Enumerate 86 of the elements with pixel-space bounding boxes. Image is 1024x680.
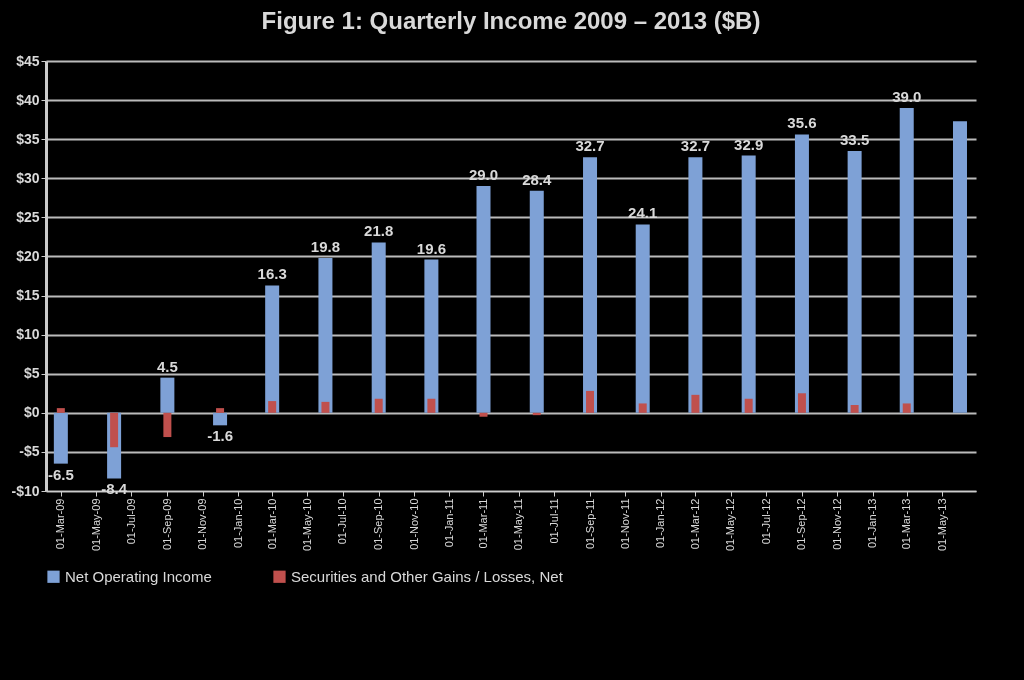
x-tick-label: 01-Sep-12: [795, 498, 808, 550]
bar: [213, 412, 228, 426]
bar: [583, 157, 598, 413]
x-tick-label: 01-Nov-10: [407, 498, 420, 550]
y-tick-label: -$10: [11, 482, 40, 499]
bar: [476, 186, 491, 413]
x-tick-label: 01-Jul-12: [759, 498, 772, 545]
bar: [899, 107, 914, 413]
bar: [427, 398, 436, 413]
x-tick-label: 01-May-12: [724, 498, 737, 552]
x-tick-label: 01-May-10: [300, 498, 313, 552]
bar: [691, 394, 700, 413]
bar: [741, 155, 756, 413]
bar: [638, 403, 647, 413]
x-tick-label: 01-Jan-13: [866, 498, 879, 549]
y-tick-label: $40: [16, 91, 40, 108]
x-tick-label: 01-May-09: [89, 498, 102, 552]
data-label: 35.6: [787, 114, 817, 132]
bar: [847, 150, 862, 413]
y-tick-label: $45: [16, 52, 40, 69]
bar: [56, 408, 65, 413]
data-label: 32.9: [734, 135, 764, 153]
bar: [953, 121, 967, 413]
data-label: 19.6: [416, 239, 446, 257]
y-tick-label: $25: [16, 208, 40, 225]
bar: [688, 157, 703, 413]
x-tick-label: 01-Sep-10: [372, 498, 385, 550]
y-tick-label: $35: [16, 130, 40, 147]
bar: [160, 377, 175, 413]
bar: [902, 403, 911, 413]
data-label: -6.5: [47, 465, 74, 483]
data-label: 32.7: [575, 137, 605, 155]
x-tick-label: 01-Jul-11: [547, 498, 560, 544]
bar: [268, 401, 277, 413]
x-tick-label: 01-Mar-09: [54, 498, 67, 550]
bar: [794, 134, 809, 413]
chart-title: Figure 1: Quarterly Income 2009 – 2013 ($B): [261, 7, 761, 34]
bar: [635, 224, 650, 413]
data-label: 24.1: [628, 204, 658, 222]
bar: [586, 390, 595, 413]
x-tick-label: 01-Nov-09: [196, 498, 209, 550]
data-label: 19.8: [310, 238, 341, 256]
y-tick-label: -$5: [19, 443, 40, 460]
x-tick-label: 01-May-13: [935, 498, 948, 552]
x-tick-label: 01-Jul-10: [336, 498, 349, 545]
x-tick-label: 01-Jan-11: [442, 498, 455, 548]
x-tick-label: 01-Mar-11: [477, 498, 489, 549]
x-tick-label: 01-Jul-09: [124, 498, 137, 545]
bar: [797, 393, 806, 413]
bar: [216, 408, 225, 413]
x-tick-label: 01-Mar-12: [688, 498, 701, 550]
bar: [163, 412, 172, 438]
x-tick-label: 01-Nov-12: [830, 498, 843, 550]
bar: [110, 412, 119, 448]
y-tick-label: $10: [16, 326, 40, 343]
x-tick-label: 01-Mar-10: [265, 498, 278, 550]
x-tick-label: 01-Jan-10: [231, 498, 244, 549]
x-tick-label: 01-May-11: [512, 498, 525, 551]
bar: [529, 190, 544, 413]
bar: [371, 242, 386, 413]
y-tick-label: $30: [16, 169, 40, 186]
data-label: 21.8: [364, 222, 394, 240]
data-label: 32.7: [680, 137, 711, 155]
y-tick-label: $0: [23, 404, 40, 421]
bar: [744, 398, 753, 413]
bar: [850, 405, 859, 413]
bar: [53, 412, 68, 464]
data-label: 4.5: [156, 357, 178, 375]
x-tick-label: 01-Mar-13: [900, 498, 913, 550]
y-tick-label: $15: [16, 287, 40, 304]
bar: [479, 412, 488, 417]
x-tick-label: 01-Sep-11: [583, 498, 596, 550]
bar: [265, 285, 280, 413]
y-tick-label: $5: [23, 365, 40, 382]
legend-label: Net Operating Income: [65, 567, 212, 585]
x-tick-label: 01-Jan-12: [654, 498, 667, 549]
bar: [321, 401, 330, 413]
x-tick-label: 01-Sep-09: [160, 498, 173, 550]
bar: [424, 259, 439, 413]
legend-label: Securities and Other Gains / Losses, Net: [291, 567, 564, 585]
x-tick-label: 01-Nov-11: [618, 498, 631, 550]
data-label: -1.6: [207, 427, 233, 445]
bar: [374, 398, 383, 413]
y-tick-label: $20: [16, 247, 40, 264]
bar: [318, 258, 333, 413]
data-label: 16.3: [257, 265, 287, 283]
